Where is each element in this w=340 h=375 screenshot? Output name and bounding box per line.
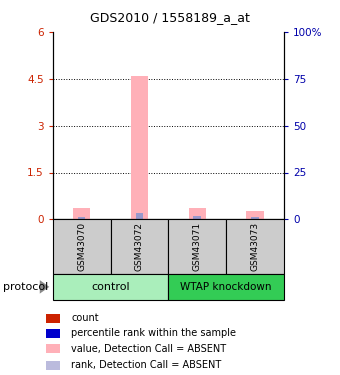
Polygon shape <box>40 280 49 294</box>
Text: GSM43070: GSM43070 <box>77 222 86 271</box>
Text: GDS2010 / 1558189_a_at: GDS2010 / 1558189_a_at <box>90 11 250 24</box>
Bar <box>226 219 284 274</box>
Bar <box>73 209 90 219</box>
Text: GSM43073: GSM43073 <box>251 222 259 271</box>
Bar <box>131 76 148 219</box>
Bar <box>46 329 61 338</box>
Text: WTAP knockdown: WTAP knockdown <box>180 282 272 292</box>
Bar <box>110 219 168 274</box>
Text: value, Detection Call = ABSENT: value, Detection Call = ABSENT <box>71 344 226 354</box>
Bar <box>46 361 61 370</box>
Text: percentile rank within the sample: percentile rank within the sample <box>71 328 236 338</box>
Bar <box>53 219 110 274</box>
Bar <box>193 216 201 219</box>
Bar <box>136 213 143 219</box>
Text: GSM43071: GSM43071 <box>193 222 202 271</box>
Text: GSM43072: GSM43072 <box>135 222 144 271</box>
Text: rank, Detection Call = ABSENT: rank, Detection Call = ABSENT <box>71 360 221 370</box>
Bar <box>78 217 85 219</box>
Text: count: count <box>71 313 99 323</box>
Bar <box>168 219 226 274</box>
Bar <box>168 274 284 300</box>
Bar <box>251 217 259 219</box>
Text: protocol: protocol <box>3 282 49 292</box>
Bar <box>46 314 61 322</box>
Bar <box>46 344 61 353</box>
Bar <box>189 208 206 219</box>
Bar <box>246 211 264 219</box>
Bar <box>53 274 168 300</box>
Text: control: control <box>91 282 130 292</box>
